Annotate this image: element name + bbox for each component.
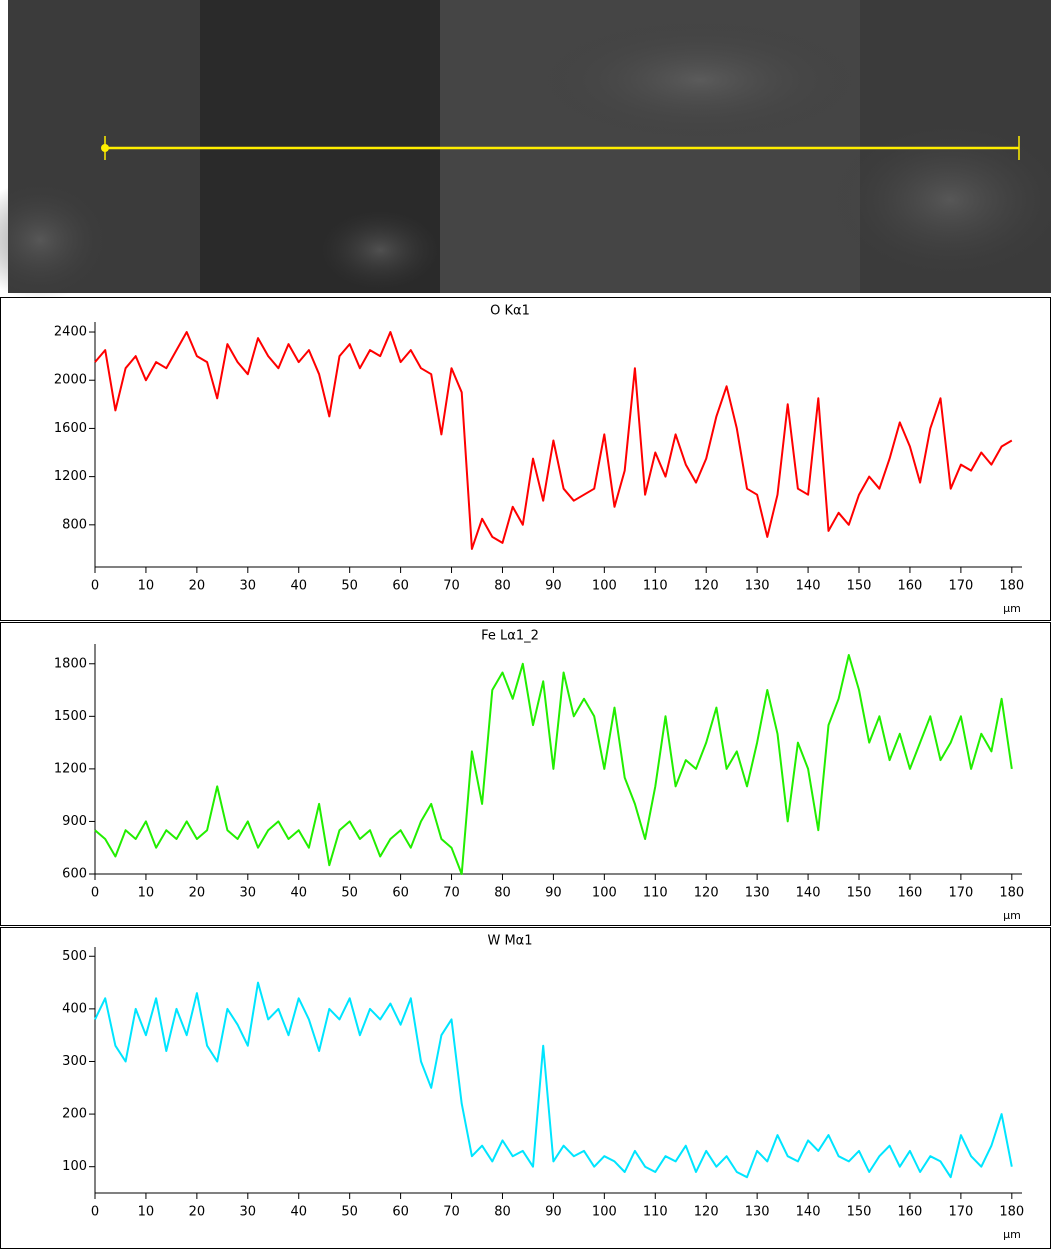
panel-frame (1, 928, 1051, 1249)
x-tick-label: 80 (494, 1205, 511, 1220)
y-tick-label: 1200 (54, 469, 87, 484)
y-tick-label: 2000 (54, 373, 87, 388)
x-tick-label: 160 (898, 886, 923, 901)
x-tick-label: 70 (443, 579, 460, 594)
x-tick-label: 60 (392, 579, 409, 594)
x-tick-label: 10 (138, 886, 155, 901)
page: O Kα180012001600200024000102030405060708… (0, 0, 1051, 1250)
x-axis-label: µm (1003, 909, 1021, 922)
y-tick-label: 1600 (54, 421, 87, 436)
y-tick-label: 1200 (54, 761, 87, 776)
x-tick-label: 120 (694, 886, 719, 901)
x-tick-label: 70 (443, 886, 460, 901)
sem-image (0, 0, 1051, 300)
x-tick-label: 90 (545, 1205, 562, 1220)
x-tick-label: 40 (290, 579, 307, 594)
y-tick-label: 500 (62, 949, 87, 964)
chart-title: W Mα1 (487, 934, 532, 949)
x-tick-label: 110 (643, 1205, 668, 1220)
x-tick-label: 60 (392, 1205, 409, 1220)
y-tick-label: 900 (62, 814, 87, 829)
x-tick-label: 180 (999, 886, 1024, 901)
x-tick-label: 170 (948, 579, 973, 594)
x-tick-label: 20 (189, 886, 206, 901)
x-tick-label: 140 (796, 1205, 821, 1220)
x-tick-label: 130 (745, 1205, 770, 1220)
x-tick-label: 40 (290, 886, 307, 901)
x-tick-label: 10 (138, 579, 155, 594)
x-tick-label: 80 (494, 886, 511, 901)
y-tick-label: 400 (62, 1001, 87, 1016)
y-tick-label: 300 (62, 1054, 87, 1069)
x-tick-label: 30 (240, 1205, 257, 1220)
x-tick-label: 130 (745, 579, 770, 594)
x-tick-label: 170 (948, 886, 973, 901)
x-tick-label: 50 (341, 886, 358, 901)
x-tick-label: 100 (592, 886, 617, 901)
y-tick-label: 200 (62, 1107, 87, 1122)
chart-title: Fe Lα1_2 (481, 629, 539, 644)
chart-panel: W Mα1 100 200 300 400 500 0 10 20 30 40 50 60 70 80 90 1… (1, 928, 1051, 1249)
x-tick-label: 0 (91, 1205, 99, 1220)
x-axis-label: µm (1003, 1228, 1021, 1241)
x-tick-label: 180 (999, 1205, 1024, 1220)
x-tick-label: 60 (392, 886, 409, 901)
x-tick-label: 70 (443, 1205, 460, 1220)
x-tick-label: 30 (240, 579, 257, 594)
y-tick-label: 600 (62, 867, 87, 882)
x-tick-label: 20 (189, 1205, 206, 1220)
x-tick-label: 130 (745, 886, 770, 901)
x-tick-label: 50 (341, 1205, 358, 1220)
chart-panel: O Kα1 800 1200 1600 2000 2400 0 10 20 30 40 50 60 70 8… (1, 298, 1051, 621)
panel-frame (1, 623, 1051, 926)
x-tick-label: 100 (592, 1205, 617, 1220)
x-tick-label: 50 (341, 579, 358, 594)
x-tick-label: 20 (189, 579, 206, 594)
x-tick-label: 180 (999, 579, 1024, 594)
x-tick-label: 170 (948, 1205, 973, 1220)
x-tick-label: 0 (91, 579, 99, 594)
x-tick-label: 30 (240, 886, 257, 901)
y-tick-label: 100 (62, 1159, 87, 1174)
x-tick-label: 100 (592, 579, 617, 594)
x-tick-label: 80 (494, 579, 511, 594)
x-tick-label: 150 (847, 579, 872, 594)
x-tick-label: 150 (847, 886, 872, 901)
y-tick-label: 800 (62, 517, 87, 532)
x-tick-label: 40 (290, 1205, 307, 1220)
x-tick-label: 90 (545, 579, 562, 594)
x-axis-label: µm (1003, 602, 1021, 615)
x-tick-label: 10 (138, 1205, 155, 1220)
y-tick-label: 1500 (54, 709, 87, 724)
x-tick-label: 150 (847, 1205, 872, 1220)
x-tick-label: 140 (796, 579, 821, 594)
x-tick-label: 120 (694, 1205, 719, 1220)
y-tick-label: 1800 (54, 656, 87, 671)
x-tick-label: 160 (898, 1205, 923, 1220)
chart-panel: Fe Lα1_2 600 900 1200 1500 1800 0 10 20 30 40 50 60 7… (1, 623, 1051, 926)
x-tick-label: 90 (545, 886, 562, 901)
x-tick-label: 110 (643, 886, 668, 901)
x-tick-label: 0 (91, 886, 99, 901)
x-tick-label: 110 (643, 579, 668, 594)
panel-frame (1, 298, 1051, 621)
x-tick-label: 140 (796, 886, 821, 901)
y-tick-label: 2400 (54, 325, 87, 340)
x-tick-label: 160 (898, 579, 923, 594)
chart-title: O Kα1 (490, 304, 530, 319)
x-tick-label: 120 (694, 579, 719, 594)
